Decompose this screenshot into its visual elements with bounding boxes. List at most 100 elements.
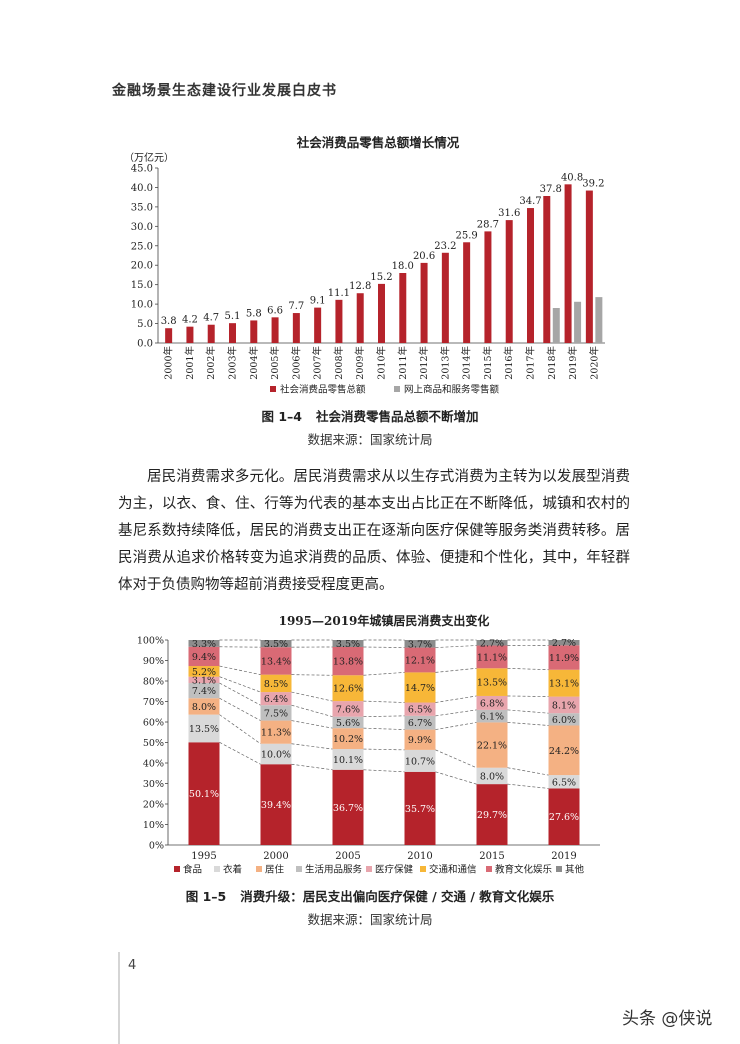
chart2-connector bbox=[436, 722, 477, 729]
chart2-data-label: 27.6% bbox=[549, 812, 579, 823]
chart2-data-label: 6.1% bbox=[480, 712, 504, 723]
chart2-data-label: 9.9% bbox=[408, 735, 432, 746]
figure2-caption-number: 图 1–5 bbox=[186, 889, 227, 904]
chart2-legend-swatch bbox=[174, 866, 180, 872]
page-number: 4 bbox=[128, 958, 136, 973]
chart2-legend-label: 衣着 bbox=[223, 864, 242, 876]
chart2-x-tick-label: 2015 bbox=[479, 851, 504, 862]
chart2-data-label: 11.1% bbox=[477, 652, 507, 663]
chart2-data-label: 10.0% bbox=[261, 749, 291, 760]
chart2-data-label: 6.5% bbox=[408, 705, 432, 716]
figure2-caption-text: 消费升级：居民支出偏向医疗保健 / 交通 / 教育文化娱乐 bbox=[240, 889, 554, 904]
chart2-connector bbox=[364, 716, 405, 717]
chart2-y-tick-label: 0% bbox=[149, 841, 164, 852]
chart2-legend-swatch bbox=[420, 866, 426, 872]
chart2-x-tick-label: 2005 bbox=[335, 851, 360, 862]
chart2-connector bbox=[292, 744, 333, 749]
chart2-legend-swatch bbox=[256, 866, 262, 872]
chart2-connector bbox=[220, 742, 261, 764]
chart2-legend-label: 生活用品服务 bbox=[305, 864, 363, 876]
chart2-legend-label: 其他 bbox=[565, 864, 585, 876]
chart2-data-label: 13.1% bbox=[549, 679, 579, 690]
chart2-data-label: 2.7% bbox=[552, 638, 576, 649]
chart2-connector bbox=[508, 696, 549, 697]
chart2-legend-swatch bbox=[556, 866, 562, 872]
chart2-data-label: 6.8% bbox=[480, 698, 504, 709]
chart2-data-label: 11.3% bbox=[261, 728, 291, 739]
chart2-data-label: 22.1% bbox=[477, 741, 507, 752]
chart2-data-label: 29.7% bbox=[477, 810, 507, 821]
consumption-structure-chart: 1995—2019年城镇居民消费支出变化0%10%20%30%40%50%60%… bbox=[0, 0, 740, 890]
chart2-connector bbox=[292, 721, 333, 729]
chart2-data-label: 36.7% bbox=[333, 803, 363, 814]
chart2-legend-swatch bbox=[214, 866, 220, 872]
chart2-connector bbox=[220, 666, 261, 675]
chart2-data-label: 10.2% bbox=[333, 734, 363, 745]
chart2-connector bbox=[436, 772, 477, 784]
chart2-y-tick-label: 30% bbox=[143, 779, 164, 790]
chart2-y-tick-label: 40% bbox=[143, 759, 164, 770]
chart2-data-label: 9.4% bbox=[192, 652, 216, 663]
chart2-y-tick-label: 90% bbox=[143, 656, 164, 667]
chart2-connector bbox=[292, 705, 333, 716]
chart2-legend-label: 居住 bbox=[265, 864, 285, 876]
chart2-y-tick-label: 100% bbox=[137, 636, 164, 647]
chart2-connector bbox=[364, 701, 405, 702]
chart2-data-label: 13.5% bbox=[477, 678, 507, 689]
chart2-data-label: 13.5% bbox=[189, 724, 219, 735]
chart2-data-label: 6.7% bbox=[408, 718, 432, 729]
chart2-connector bbox=[508, 710, 549, 713]
chart2-legend-label: 教育文化娱乐 bbox=[495, 864, 553, 876]
chart2-connector bbox=[436, 750, 477, 768]
chart2-data-label: 13.4% bbox=[261, 656, 291, 667]
chart2-x-tick-label: 2019 bbox=[551, 851, 576, 862]
chart2-title: 1995—2019年城镇居民消费支出变化 bbox=[279, 613, 490, 628]
chart2-legend-swatch bbox=[366, 866, 372, 872]
chart2-data-label: 3.7% bbox=[408, 639, 432, 650]
chart2-data-label: 6.5% bbox=[552, 777, 576, 788]
chart2-data-label: 3.5% bbox=[336, 639, 360, 650]
chart2-connector bbox=[508, 722, 549, 725]
chart2-data-label: 12.6% bbox=[333, 684, 363, 695]
chart2-data-label: 7.4% bbox=[192, 686, 216, 697]
chart2-data-label: 13.8% bbox=[333, 657, 363, 668]
chart2-y-tick-label: 10% bbox=[143, 820, 164, 831]
chart2-legend-label: 交通和通信 bbox=[429, 864, 477, 876]
chart2-legend-swatch bbox=[486, 866, 492, 872]
chart2-connector bbox=[436, 696, 477, 703]
watermark: 头条 @侠说 bbox=[622, 1004, 712, 1029]
chart2-connector bbox=[364, 672, 405, 675]
chart2-data-label: 3.3% bbox=[192, 639, 216, 650]
chart2-y-tick-label: 20% bbox=[143, 800, 164, 811]
chart2-connector bbox=[364, 728, 405, 729]
chart2-data-label: 50.1% bbox=[189, 789, 219, 800]
chart2-data-label: 10.7% bbox=[405, 756, 435, 767]
chart2-connector bbox=[364, 770, 405, 772]
chart2-data-label: 8.5% bbox=[264, 679, 288, 690]
chart2-data-label: 8.1% bbox=[552, 700, 576, 711]
chart2-connector bbox=[364, 647, 405, 648]
chart2-data-label: 7.5% bbox=[264, 708, 288, 719]
chart2-x-tick-label: 1995 bbox=[191, 851, 216, 862]
chart2-data-label: 39.4% bbox=[261, 800, 291, 811]
figure2-source: 数据来源：国家统计局 bbox=[0, 909, 740, 928]
chart2-connector bbox=[436, 646, 477, 648]
chart2-legend-swatch bbox=[296, 866, 302, 872]
chart2-connector bbox=[436, 710, 477, 716]
chart2-connector bbox=[292, 764, 333, 770]
chart2-data-label: 6.0% bbox=[552, 715, 576, 726]
chart2-data-label: 10.1% bbox=[333, 755, 363, 766]
chart2-connector bbox=[292, 675, 333, 676]
chart2-data-label: 35.7% bbox=[405, 804, 435, 815]
chart2-connector bbox=[508, 768, 549, 775]
chart2-data-label: 12.1% bbox=[405, 655, 435, 666]
chart2-connector bbox=[292, 692, 333, 701]
figure2-caption: 图 1–5 消费升级：居民支出偏向医疗保健 / 交通 / 教育文化娱乐 bbox=[0, 886, 740, 905]
chart2-data-label: 2.7% bbox=[480, 638, 504, 649]
chart2-data-label: 5.2% bbox=[192, 667, 216, 678]
chart2-connector bbox=[220, 715, 261, 744]
chart2-data-label: 8.0% bbox=[480, 771, 504, 782]
chart2-y-tick-label: 70% bbox=[143, 697, 164, 708]
chart2-legend-label: 医疗保健 bbox=[375, 864, 414, 876]
chart2-y-tick-label: 50% bbox=[143, 738, 164, 749]
